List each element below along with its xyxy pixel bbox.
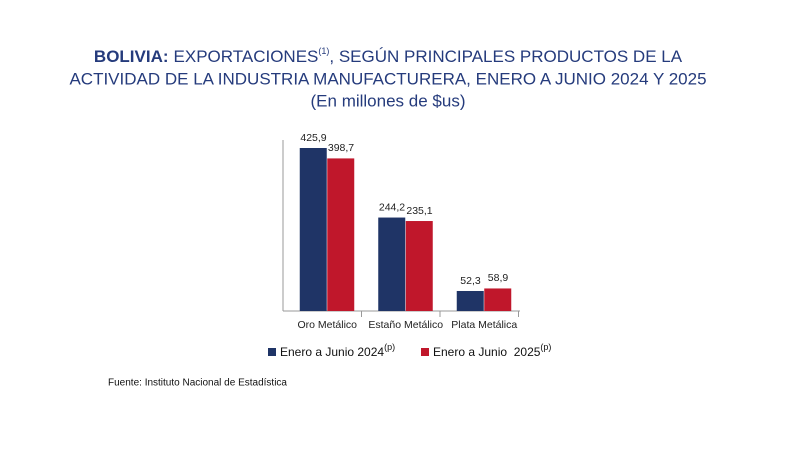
data-label: 244,2 [379, 201, 405, 213]
title-text: EXPORTACIONES [174, 47, 319, 66]
x-tick-label: Plata Metálica [451, 319, 517, 331]
title-lead: BOLIVIA: [94, 47, 169, 66]
data-label: 425,9 [300, 132, 326, 144]
legend-swatch [421, 348, 429, 356]
data-label: 235,1 [406, 205, 432, 217]
chart-title-line: ACTIVIDAD DE LA INDUSTRIA MANUFACTURERA,… [69, 69, 706, 88]
legend-name: Enero a Junio 2024 [280, 345, 384, 359]
bar [456, 290, 484, 311]
legend-note: (p) [384, 342, 395, 352]
data-label: 58,9 [488, 272, 509, 284]
bar [299, 148, 327, 311]
chart-subtitle: (En millones de $us) [311, 91, 466, 110]
legend-name: Enero a Junio 2025 [433, 345, 541, 359]
bar [405, 221, 433, 311]
data-label: 52,3 [460, 275, 481, 287]
data-label: 398,7 [328, 142, 354, 154]
bar [327, 158, 355, 311]
bar [378, 217, 406, 311]
x-tick-label: Oro Metálico [297, 319, 357, 331]
bar [484, 288, 512, 311]
legend-label: Enero a Junio 2025(p) [433, 342, 551, 359]
legend-label: Enero a Junio 2024(p) [280, 342, 395, 359]
legend-swatch [268, 348, 276, 356]
title-rest: , SEGÚN PRINCIPALES PRODUCTOS DE LA [329, 47, 682, 66]
legend-note: (p) [540, 342, 551, 352]
title-note: (1) [318, 46, 329, 56]
x-tick-label: Estaño Metálico [368, 319, 443, 331]
source: Fuente: Instituto Nacional de Estadístic… [108, 378, 287, 389]
chart-title: BOLIVIA: EXPORTACIONES(1), SEGÚN PRINCIPA… [94, 46, 683, 66]
